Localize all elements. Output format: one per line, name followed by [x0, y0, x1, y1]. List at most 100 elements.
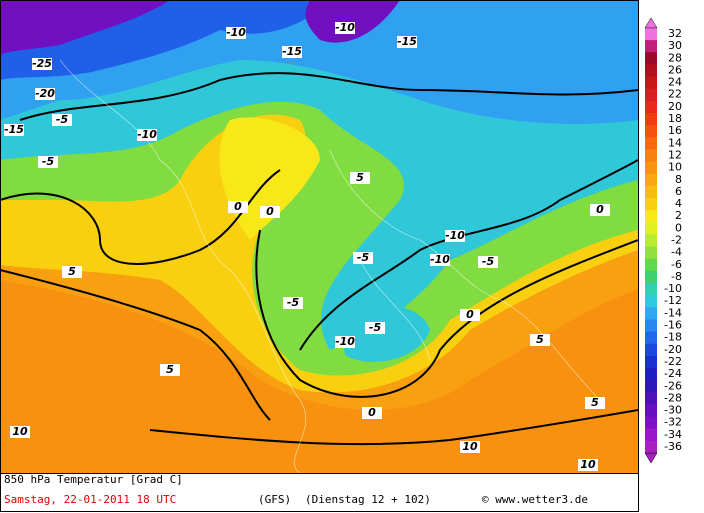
scale-swatch	[645, 331, 657, 345]
scale-swatch	[645, 295, 657, 308]
scale-swatch	[645, 197, 657, 211]
scale-swatch	[645, 173, 657, 187]
contour-label-box	[228, 201, 248, 213]
contour-label-box	[590, 204, 610, 216]
scale-swatch	[645, 428, 657, 442]
contour-label: 5	[536, 333, 544, 346]
contour-label-box	[282, 46, 302, 58]
scale-label: -22	[664, 355, 682, 368]
contour-label: -10	[226, 26, 246, 39]
scale-swatch	[645, 161, 657, 175]
contour-label-box	[578, 459, 598, 471]
contour-label: 10	[12, 425, 28, 438]
contour-label: -5	[56, 113, 69, 126]
scale-arrow-bottom	[644, 452, 658, 464]
contour-label: -5	[42, 155, 55, 168]
scale-label: 24	[668, 76, 682, 89]
contour-label: 5	[68, 265, 76, 278]
scale-swatch	[645, 355, 657, 369]
scale-swatch	[645, 27, 657, 41]
scale-swatch	[645, 440, 657, 454]
scale-label: 22	[668, 88, 682, 101]
contour-label-box	[52, 114, 72, 126]
contour-label: 5	[166, 363, 174, 376]
contour-label: -15	[4, 123, 24, 136]
contour-label: -5	[369, 321, 382, 334]
footer-model: (GFS)	[258, 493, 291, 506]
contour-label-box	[335, 22, 355, 34]
isotherms	[0, 72, 638, 446]
scale-label: -34	[664, 428, 682, 441]
contour-label-box	[460, 441, 480, 453]
scale-swatch	[645, 319, 657, 333]
scale-label: -18	[664, 331, 682, 344]
scale-label: 28	[668, 51, 682, 64]
scale-label: -30	[664, 404, 682, 417]
scale-swatch	[645, 404, 657, 418]
scale-label: -8	[671, 270, 682, 283]
scale-swatch	[645, 283, 657, 296]
scale-swatch	[645, 234, 657, 248]
scale-swatch	[645, 52, 657, 65]
contour-label: -10	[445, 229, 465, 242]
contour-label-box	[585, 397, 605, 409]
scale-label: 32	[668, 27, 682, 40]
scale-label: 30	[668, 39, 682, 52]
scale-swatch	[645, 368, 657, 381]
coastlines	[59, 59, 601, 473]
contour-label: -10	[335, 335, 355, 348]
scale-swatch	[645, 380, 657, 393]
contour-label-box	[260, 206, 280, 218]
footer-date: Samstag, 22-01-2011 18 UTC	[4, 493, 176, 506]
scale-swatch	[645, 210, 657, 223]
contour-label-box	[397, 36, 417, 48]
scale-swatch	[645, 246, 657, 260]
scale-label: -16	[664, 319, 682, 332]
scale-label: -2	[671, 234, 682, 247]
contour-label: -15	[397, 35, 417, 48]
scale-swatch	[645, 88, 657, 102]
contour-label: 5	[591, 396, 599, 409]
footer-credit: © www.wetter3.de	[482, 493, 588, 506]
contour-label: -10	[137, 128, 157, 141]
contour-label-box	[335, 336, 355, 348]
contour-label-box	[445, 230, 465, 242]
scale-swatch	[645, 222, 657, 235]
scale-swatch	[645, 112, 657, 126]
contour-label-box	[365, 322, 385, 334]
scale-swatch	[645, 270, 657, 284]
contour-label-box	[353, 252, 373, 264]
contour-label-box	[62, 266, 82, 278]
contour-label-box	[430, 254, 450, 266]
map-field: -25 -20 -15 -10 -5 0 5 -10 -5 0 5 10 -15 -10 -5 -10 -5 0 5…	[0, 0, 638, 473]
contour-label: 10	[580, 458, 596, 471]
scale-label: -26	[664, 379, 682, 392]
contour-labels: -25 -20 -15 -10 -5 0 5 -10 -5 0 5 10 -15 -10 -5 -10 -5 0 5…	[4, 21, 610, 471]
contour-label-box	[32, 58, 52, 70]
scale-label: -12	[664, 294, 682, 307]
scale-arrow-top	[644, 17, 658, 29]
footer	[0, 473, 639, 512]
contour-label: -15	[282, 45, 302, 58]
contour-label-box	[283, 297, 303, 309]
contour-label: -20	[35, 87, 55, 100]
scale-label: -36	[664, 440, 682, 453]
scale-swatch	[645, 307, 657, 320]
contour-label: 0	[368, 406, 376, 419]
contour-label-box	[38, 156, 58, 168]
contour-label-box	[362, 407, 382, 419]
scale-swatch	[645, 149, 657, 163]
contour-label-box	[160, 364, 180, 376]
scale-label: 20	[668, 100, 682, 113]
scale-label: -10	[664, 282, 682, 295]
contour-label: 5	[356, 171, 364, 184]
scale-swatch	[645, 125, 657, 138]
scale-label: -4	[671, 246, 682, 259]
scale-label: -32	[664, 416, 682, 429]
scale-label: 6	[675, 185, 682, 198]
scale-label: 4	[675, 197, 682, 210]
scale-swatch	[645, 137, 657, 150]
scale-label: 14	[668, 136, 682, 149]
scale-label: 26	[668, 63, 682, 76]
